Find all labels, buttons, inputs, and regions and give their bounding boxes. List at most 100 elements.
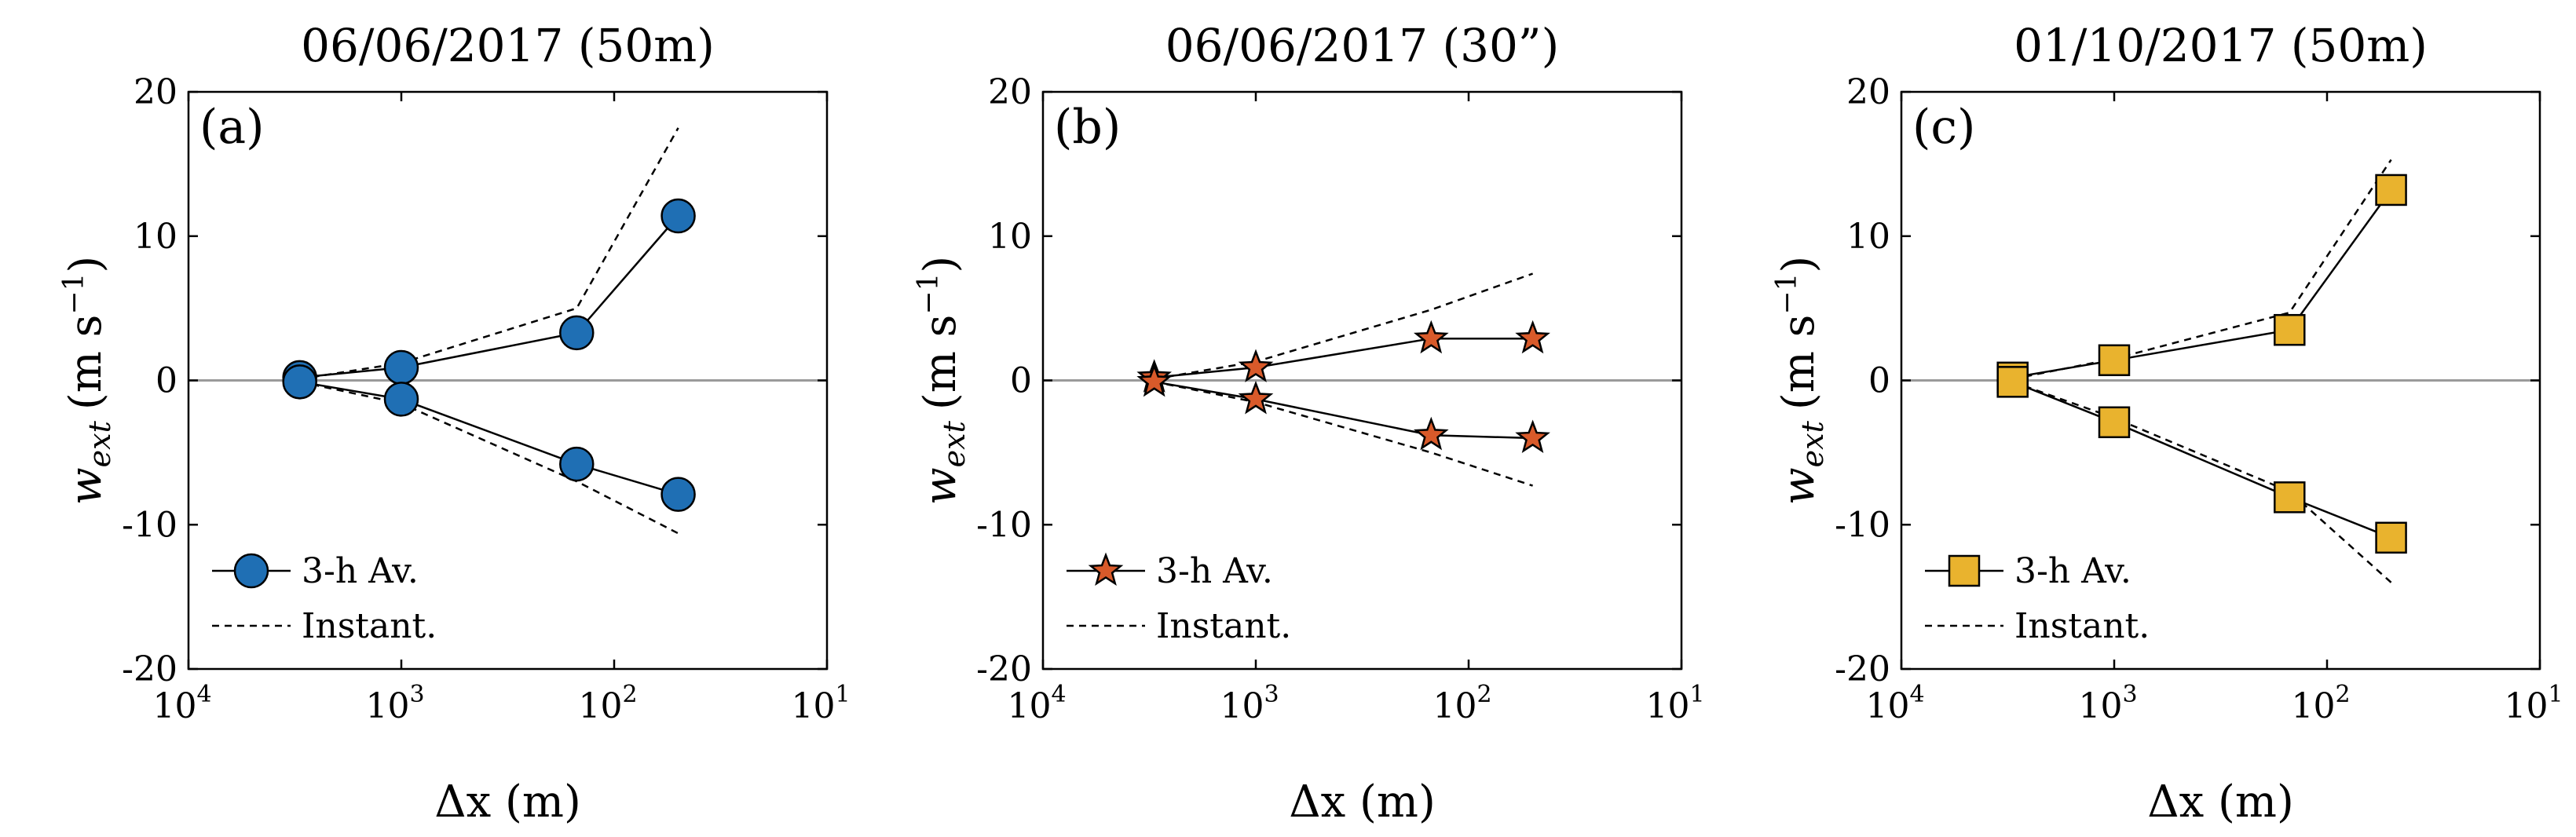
y-axis-label: wext (m s−1) [1771, 256, 1830, 506]
axes-frame [1041, 90, 1683, 671]
y-tick-label: -10 [1835, 505, 1890, 545]
data-point-circle [282, 364, 317, 400]
data-point-star [1413, 320, 1449, 354]
x-tick-label-exponent: 4 [1051, 681, 1066, 708]
y-tick-label: 0 [156, 361, 177, 401]
data-point-square [2375, 521, 2407, 554]
x-tick-label-base: 10 [578, 686, 622, 726]
y-label-close: ) [1773, 256, 1824, 273]
x-tick-label-exponent: 2 [1476, 681, 1491, 708]
x-tick-label: 101 [791, 681, 850, 726]
legend: 3-h Av. Instant. [1067, 551, 1291, 646]
x-tick-label-base: 10 [365, 686, 409, 726]
y-label-subscript: ext [1795, 420, 1830, 467]
data-point-square [2098, 406, 2131, 439]
y-label-exponent: −1 [58, 273, 90, 315]
x-tick-label-exponent: 2 [2335, 681, 2350, 708]
y-tick-label: 10 [988, 217, 1032, 257]
legend: 3-h Av. Instant. [212, 551, 437, 646]
y-label-unit: (m s [1773, 315, 1824, 411]
chart-title: 06/06/2017 (30”) [1165, 19, 1559, 72]
y-tick-label: 10 [134, 217, 177, 257]
y-tick-label: -20 [122, 649, 177, 689]
legend-label-instant: Instant. [2014, 606, 2150, 646]
y-axis-label: wext (m s−1) [913, 256, 971, 506]
y-label-symbol: w [915, 467, 966, 505]
series-instant-line [299, 127, 679, 380]
x-tick-label-base: 10 [152, 686, 196, 726]
series-3h-av-line [299, 215, 679, 379]
legend: 3-h Av. Instant. [1925, 551, 2150, 646]
y-label-close: ) [60, 256, 112, 273]
legend-label-3h-av: 3-h Av. [302, 551, 419, 591]
x-tick-label-base: 10 [1645, 686, 1689, 726]
y-tick-label: 0 [1868, 361, 1890, 401]
y-label-symbol: w [1773, 467, 1824, 505]
axes-frame [187, 90, 829, 671]
data-point-circle [559, 446, 595, 482]
data-point-star [1413, 416, 1449, 451]
series-instant-line [1154, 272, 1534, 380]
x-tick-label-exponent: 4 [1909, 681, 1924, 708]
legend-label-3h-av: 3-h Av. [1156, 551, 1273, 591]
y-tick-label: 20 [1846, 72, 1890, 112]
x-tick-label-base: 10 [2291, 686, 2335, 726]
x-tick-label-exponent: 3 [409, 681, 424, 708]
x-tick-label-exponent: 3 [2122, 681, 2137, 708]
legend-marker-star [1088, 552, 1124, 587]
x-tick-label: 103 [2078, 681, 2137, 726]
data-point-star [1515, 419, 1550, 454]
x-tick-label-base: 10 [791, 686, 835, 726]
series-instant-line [299, 381, 679, 535]
x-tick-label-exponent: 1 [1689, 681, 1704, 708]
panel-label: (b) [1054, 100, 1121, 155]
chart-title: 01/10/2017 (50m) [2014, 19, 2428, 72]
x-tick-label-exponent: 1 [835, 681, 850, 708]
x-tick-label: 101 [2504, 681, 2563, 726]
data-point-circle [383, 382, 419, 417]
data-point-square [2274, 313, 2306, 346]
x-tick-label: 102 [1433, 681, 1491, 726]
data-point-circle [383, 349, 419, 386]
x-tick-label-exponent: 3 [1264, 681, 1279, 708]
series-instant-line [2012, 159, 2392, 380]
chart-title: 06/06/2017 (50m) [301, 19, 715, 72]
x-tick-label-base: 10 [1007, 686, 1051, 726]
legend-label-instant: Instant. [302, 606, 437, 646]
y-tick-label: 10 [1846, 217, 1890, 257]
data-point-star [1515, 320, 1550, 354]
panel-label: (a) [199, 100, 265, 155]
data-point-square [2274, 481, 2306, 514]
data-point-circle [660, 198, 696, 234]
y-axis-label: wext (m s−1) [58, 256, 117, 506]
y-tick-label: 20 [134, 72, 177, 112]
y-tick-label: -10 [122, 505, 177, 545]
axes-frame [1900, 90, 2541, 671]
x-tick-label-exponent: 2 [622, 681, 637, 708]
y-label-subscript: ext [937, 420, 971, 467]
x-tick-label-exponent: 4 [196, 681, 211, 708]
y-label-unit: (m s [60, 315, 112, 411]
x-tick-label-base: 10 [2504, 686, 2548, 726]
series-3h-av-line [299, 381, 679, 495]
x-tick-label: 104 [1865, 681, 1924, 726]
x-tick-label-base: 10 [1220, 686, 1264, 726]
y-tick-label: -20 [1835, 649, 1890, 689]
x-tick-label: 104 [1007, 681, 1066, 726]
legend-marker-circle [233, 553, 269, 589]
legend-marker-square [1948, 554, 1981, 587]
y-tick-label: 20 [988, 72, 1032, 112]
x-tick-label: 103 [1220, 681, 1279, 726]
series-instant-line [1154, 381, 1533, 487]
x-tick-label-base: 10 [1433, 686, 1476, 726]
y-label-exponent: −1 [913, 273, 945, 315]
series-3h-av-line [2012, 381, 2392, 539]
x-axis-label: Δx (m) [434, 777, 581, 828]
data-point-square [1996, 366, 2029, 398]
legend-label-instant: Instant. [1156, 606, 1291, 646]
x-tick-label: 103 [365, 681, 424, 726]
series-3h-av-line [2012, 189, 2392, 379]
